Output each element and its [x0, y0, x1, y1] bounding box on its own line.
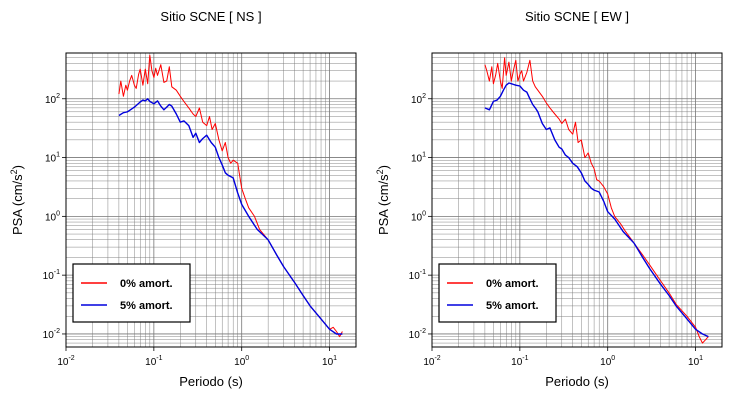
legend: 0% amort. 5% amort.	[438, 263, 557, 323]
y-tick-label: 10-1	[409, 269, 426, 282]
y-tick-label: 101	[411, 152, 426, 165]
legend-label: 5% amort.	[120, 300, 173, 312]
y-tick-label: 100	[45, 210, 60, 223]
y-axis-label: PSA (cm/s2)	[9, 165, 25, 235]
series-line-blue	[118, 98, 343, 335]
y-tick-label: 10-2	[409, 328, 426, 341]
legend-label: 0% amort.	[120, 278, 173, 290]
chart-title: Sitio SCNE [ NS ]	[160, 9, 261, 24]
plot-frame	[65, 52, 357, 348]
x-tick-label: 100	[234, 355, 249, 368]
chart-panel-1: Sitio SCNE [ EW ] 10-2 10-1 100 101 10-2 10-1 1…	[375, 9, 723, 389]
legend-box	[72, 263, 191, 323]
x-tick-label: 101	[322, 355, 337, 368]
x-tick-label: 101	[688, 355, 703, 368]
chart-panel-0: Sitio SCNE [ NS ] 10-2 10-1 100 101 10-2 10-1 1…	[9, 9, 357, 389]
x-axis-label: Periodo (s)	[179, 374, 243, 389]
x-tick-label: 10-2	[423, 355, 440, 368]
plot-frame	[431, 52, 723, 348]
y-tick-label: 101	[45, 152, 60, 165]
series-group	[484, 57, 709, 344]
series-line-blue	[484, 82, 709, 338]
x-tick-label: 10-1	[145, 355, 162, 368]
y-tick-label: 102	[411, 93, 426, 106]
y-tick-label: 102	[45, 93, 60, 106]
y-tick-label: 100	[411, 210, 426, 223]
series-group	[118, 54, 343, 338]
legend-box	[438, 263, 557, 323]
series-line-red	[484, 57, 709, 344]
x-tick-label: 100	[600, 355, 615, 368]
chart-title: Sitio SCNE [ EW ]	[525, 9, 629, 24]
legend-label: 5% amort.	[486, 300, 539, 312]
legend: 0% amort. 5% amort.	[72, 263, 191, 323]
y-tick-label: 10-1	[43, 269, 60, 282]
x-tick-label: 10-1	[511, 355, 528, 368]
x-axis-label: Periodo (s)	[545, 374, 609, 389]
y-axis-label: PSA (cm/s2)	[375, 165, 391, 235]
legend-label: 0% amort.	[486, 278, 539, 290]
x-tick-label: 10-2	[57, 355, 74, 368]
y-tick-label: 10-2	[43, 328, 60, 341]
